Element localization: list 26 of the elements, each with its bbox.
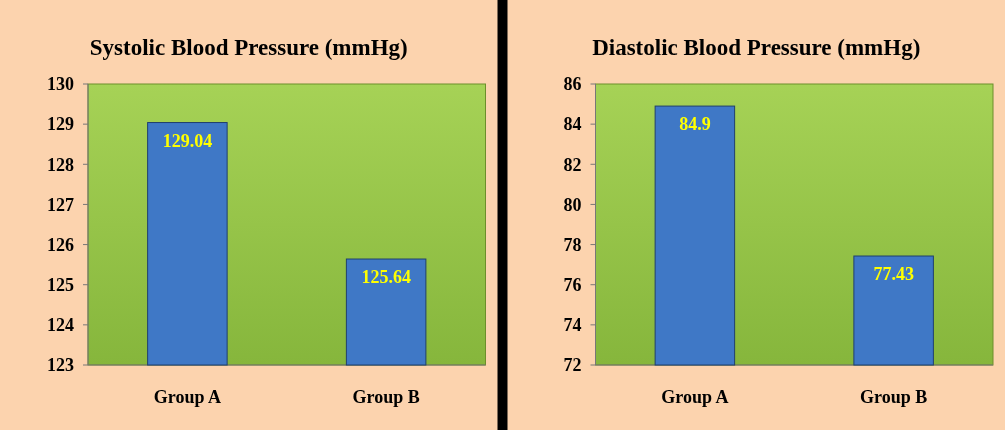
data-label: 129.04	[162, 130, 213, 151]
data-label: 84.9	[679, 114, 711, 135]
y-tick-label: 126	[47, 234, 74, 255]
y-tick-label: 78	[563, 234, 582, 255]
y-tick-label: 86	[563, 74, 582, 95]
y-tick-label: 130	[47, 74, 74, 95]
chart-title: Diastolic Blood Pressure (mmHg)	[592, 35, 921, 60]
y-tick-label: 80	[563, 194, 582, 215]
y-tick-label: 82	[563, 154, 582, 175]
y-tick-label: 84	[563, 114, 582, 135]
y-tick-label: 72	[563, 355, 582, 376]
chart-title: Systolic Blood Pressure (mmHg)	[89, 35, 408, 60]
x-tick-label: Group B	[352, 387, 420, 407]
y-tick-label: 74	[563, 315, 582, 336]
y-tick-label: 128	[47, 154, 74, 175]
x-tick-label: Group B	[860, 387, 928, 407]
y-tick-label: 129	[47, 114, 74, 135]
y-tick-label: 125	[47, 275, 74, 296]
data-label: 77.43	[873, 264, 914, 285]
x-tick-label: Group A	[153, 387, 221, 407]
y-tick-label: 127	[47, 194, 74, 215]
data-label: 125.64	[361, 267, 411, 288]
x-tick-label: Group A	[661, 387, 729, 407]
y-tick-label: 76	[563, 275, 582, 296]
y-tick-label: 123	[47, 355, 74, 376]
y-tick-label: 124	[47, 315, 74, 336]
